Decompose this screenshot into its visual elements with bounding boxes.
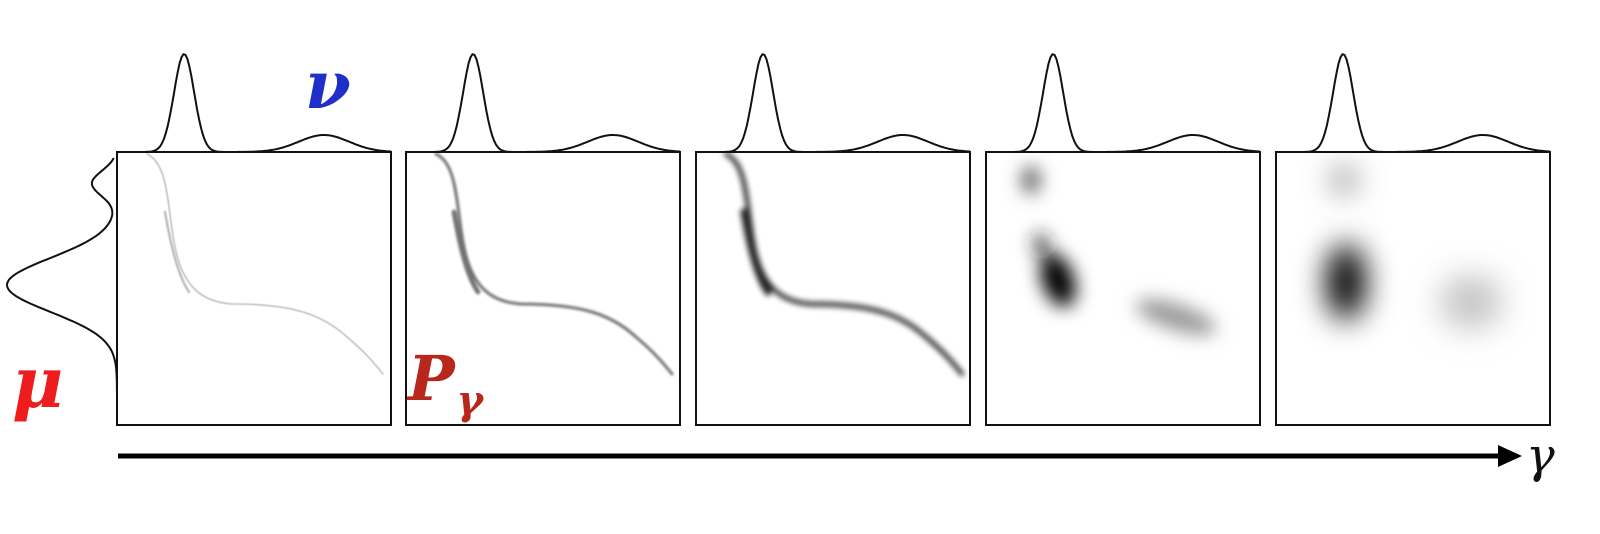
transport-plan-density bbox=[723, 152, 965, 377]
mu-density-curve bbox=[5, 157, 118, 412]
gamma-axis-label: γ bbox=[1526, 428, 1555, 484]
panel-frame bbox=[405, 151, 681, 426]
p-gamma-label: Pγ bbox=[408, 348, 483, 421]
transport-plan-density bbox=[1326, 168, 1503, 330]
coupling-panel-1 bbox=[116, 52, 392, 426]
coupling-panel-4 bbox=[985, 52, 1261, 426]
p-label-sub: γ bbox=[456, 377, 484, 424]
nu-density-curve bbox=[406, 52, 681, 153]
gamma-axis-arrowhead bbox=[1498, 445, 1522, 467]
nu-density-curve bbox=[696, 52, 971, 153]
panel-frame bbox=[985, 151, 1261, 426]
nu-density-curve bbox=[1276, 52, 1551, 153]
nu-label: ν bbox=[305, 46, 351, 124]
coupling-panels bbox=[116, 52, 1551, 426]
coupling-panel-2 bbox=[405, 52, 681, 426]
nu-density-curve bbox=[986, 52, 1261, 153]
panel-frame bbox=[1275, 151, 1551, 426]
gamma-axis bbox=[118, 445, 1522, 467]
panel-frame bbox=[116, 151, 392, 426]
coupling-panel-5 bbox=[1275, 52, 1551, 426]
transport-plan-density bbox=[146, 153, 384, 375]
transport-plan-density bbox=[1022, 166, 1217, 335]
transport-plan-density bbox=[434, 152, 674, 376]
coupling-panel-3 bbox=[695, 52, 971, 426]
panel-frame bbox=[695, 151, 971, 426]
mu-label: μ bbox=[12, 341, 64, 424]
p-label-main: P bbox=[408, 342, 455, 415]
